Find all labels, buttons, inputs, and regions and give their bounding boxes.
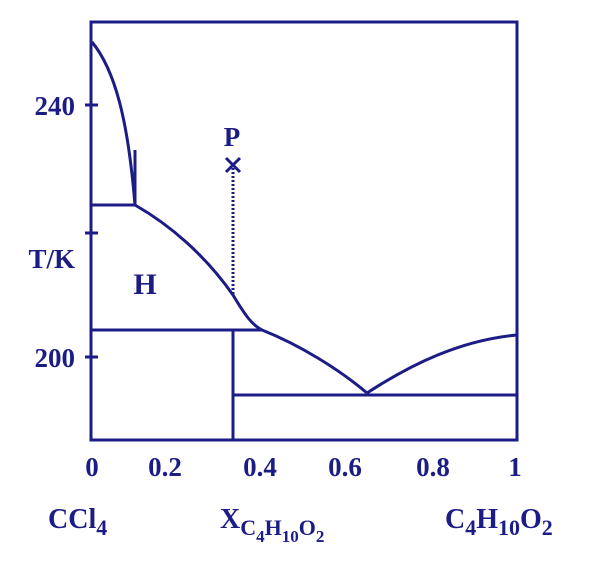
label-part: 10 (498, 515, 520, 540)
component-label: C4H10O2 (445, 504, 553, 540)
label-part: 4 (96, 515, 107, 540)
region-label: H (133, 268, 156, 301)
x-tick-label: 1 (508, 452, 522, 482)
label-part: X (220, 504, 240, 535)
x-tick-label: 0 (85, 452, 99, 482)
component-label: CCl4 (48, 504, 107, 540)
label-part: H (265, 515, 282, 540)
y-axis-label: T/K (28, 244, 75, 274)
region-label: P (224, 122, 241, 152)
label-part: CCl (48, 504, 96, 535)
label-part: 4 (465, 515, 476, 540)
label-part: O (299, 515, 316, 540)
component-label: XC4H10O2 (220, 504, 324, 546)
label-part: C (445, 504, 465, 535)
label-part: C (240, 515, 256, 540)
y-tick-label: 200 (35, 343, 76, 373)
label-part: 10 (282, 527, 299, 546)
label-part: 4 (256, 527, 265, 546)
plot-frame (89, 20, 519, 442)
label-part: H (476, 504, 498, 535)
y-tick-label: 240 (35, 91, 76, 121)
liquidus-right (366, 333, 518, 395)
x-tick-label: 0.2 (148, 452, 182, 482)
p-marker (224, 156, 242, 174)
label-part: 2 (316, 527, 325, 546)
label-part: 2 (542, 515, 553, 540)
liquidus-left (90, 41, 368, 395)
label-part: O (520, 504, 542, 535)
x-tick-label: 0.6 (328, 452, 362, 482)
x-tick-label: 0.8 (416, 452, 450, 482)
x-tick-label: 0.4 (243, 452, 277, 482)
